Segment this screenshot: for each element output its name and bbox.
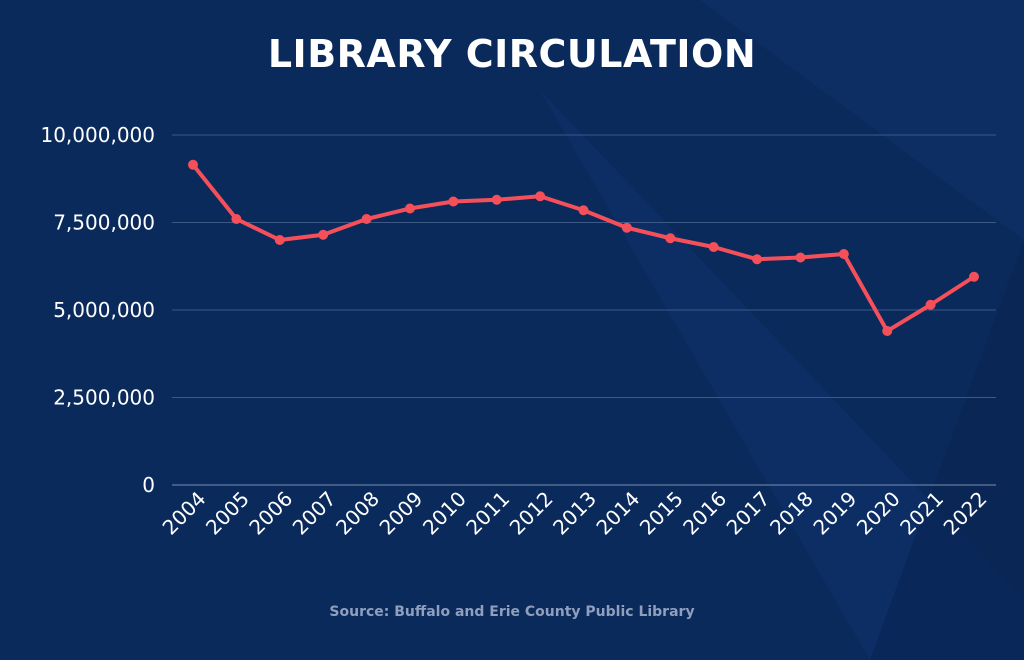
x-tick-label: 2004 bbox=[158, 487, 211, 540]
y-tick-label: 0 bbox=[142, 473, 155, 497]
x-tick-label: 2020 bbox=[852, 487, 905, 540]
data-point bbox=[969, 271, 979, 282]
x-tick-label: 2022 bbox=[939, 487, 992, 540]
x-tick-label: 2016 bbox=[678, 487, 731, 540]
data-point bbox=[188, 159, 198, 170]
y-tick-label: 2,500,000 bbox=[53, 386, 155, 410]
data-point bbox=[925, 299, 936, 310]
data-point bbox=[318, 229, 329, 240]
data-point bbox=[274, 235, 285, 245]
y-tick-label: 5,000,000 bbox=[53, 298, 155, 322]
series-line bbox=[191, 162, 976, 333]
data-point bbox=[752, 254, 763, 265]
x-tick-label: 2006 bbox=[244, 487, 297, 540]
x-tick-label: 2021 bbox=[895, 487, 948, 540]
data-point bbox=[708, 242, 719, 252]
data-point bbox=[838, 249, 849, 259]
data-point bbox=[361, 214, 372, 224]
data-point bbox=[231, 214, 242, 224]
x-tick-label: 2008 bbox=[331, 487, 384, 540]
data-point bbox=[621, 222, 632, 233]
y-tick-label: 7,500,000 bbox=[53, 211, 155, 235]
data-point bbox=[404, 203, 415, 214]
x-tick-label: 2005 bbox=[201, 487, 254, 540]
data-point bbox=[535, 191, 546, 202]
x-tick-label: 2009 bbox=[375, 487, 428, 540]
x-tick-label: 2017 bbox=[722, 487, 775, 540]
x-tick-label: 2019 bbox=[808, 487, 861, 540]
x-tick-label: 2018 bbox=[765, 487, 818, 540]
data-point bbox=[448, 196, 459, 207]
x-tick-label: 2014 bbox=[591, 487, 644, 540]
x-tick-label: 2012 bbox=[505, 487, 558, 540]
y-tick-label: 10,000,000 bbox=[40, 123, 155, 147]
x-tick-label: 2010 bbox=[418, 487, 471, 540]
x-tick-label: 2011 bbox=[461, 487, 514, 540]
data-point bbox=[665, 233, 676, 244]
data-point bbox=[882, 326, 893, 336]
x-tick-label: 2015 bbox=[635, 487, 688, 540]
data-point bbox=[795, 252, 806, 263]
x-tick-label: 2013 bbox=[548, 487, 601, 540]
data-point bbox=[491, 194, 502, 205]
source-note: Source: Buffalo and Erie County Public L… bbox=[329, 604, 695, 620]
chart-title: LIBRARY CIRCULATION bbox=[267, 32, 757, 76]
data-point bbox=[578, 205, 589, 216]
x-tick-label: 2007 bbox=[288, 487, 341, 540]
